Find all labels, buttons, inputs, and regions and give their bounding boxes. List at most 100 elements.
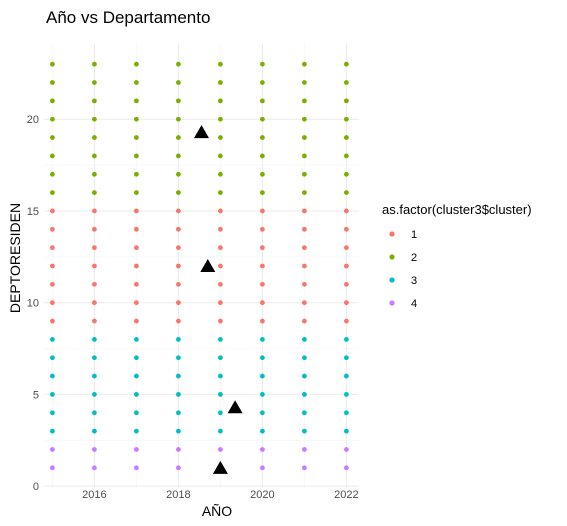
data-point-cluster-1 <box>176 281 181 287</box>
data-point-cluster-3 <box>92 392 97 397</box>
centroid-marker <box>200 259 216 272</box>
data-point-cluster-4 <box>218 447 223 452</box>
data-point-cluster-1 <box>92 226 97 232</box>
data-point-cluster-2 <box>344 116 349 122</box>
data-point-cluster-3 <box>134 336 139 342</box>
data-point-cluster-2 <box>176 153 181 159</box>
data-point-cluster-2 <box>260 190 265 196</box>
data-point-cluster-2 <box>260 171 265 177</box>
data-point-cluster-1 <box>260 245 265 251</box>
data-point-cluster-3 <box>302 410 307 416</box>
data-point-cluster-3 <box>260 392 265 397</box>
chart-title: Año vs Departamento <box>46 8 210 27</box>
data-point-cluster-3 <box>92 410 97 416</box>
data-point-cluster-1 <box>260 281 265 287</box>
data-point-cluster-4 <box>344 465 349 471</box>
data-point-cluster-3 <box>176 428 181 434</box>
data-point-cluster-1 <box>218 245 223 251</box>
data-point-cluster-3 <box>134 373 139 379</box>
data-point-cluster-3 <box>176 373 181 379</box>
data-point-cluster-2 <box>176 80 181 85</box>
data-point-cluster-1 <box>302 226 307 232</box>
data-point-cluster-2 <box>92 153 97 159</box>
data-point-cluster-1 <box>92 208 97 214</box>
data-point-cluster-2 <box>302 98 307 104</box>
data-point-cluster-3 <box>344 355 349 361</box>
y-tick-label: 5 <box>33 389 39 401</box>
data-point-cluster-3 <box>260 336 265 342</box>
data-point-cluster-1 <box>92 281 97 287</box>
data-point-cluster-1 <box>134 226 139 232</box>
data-point-cluster-1 <box>50 318 55 324</box>
data-point-cluster-2 <box>50 153 55 159</box>
data-point-cluster-2 <box>50 80 55 85</box>
data-point-cluster-4 <box>50 465 55 471</box>
data-point-cluster-3 <box>92 428 97 434</box>
legend-key-3 <box>389 277 395 283</box>
data-point-cluster-3 <box>92 355 97 361</box>
data-point-cluster-4 <box>134 465 139 471</box>
data-point-cluster-2 <box>218 80 223 85</box>
data-point-cluster-1 <box>50 263 55 269</box>
data-point-cluster-1 <box>50 281 55 287</box>
data-point-cluster-1 <box>176 300 181 306</box>
data-point-cluster-2 <box>176 98 181 104</box>
data-point-cluster-3 <box>260 355 265 361</box>
data-point-cluster-2 <box>50 98 55 104</box>
x-tick-label: 2022 <box>334 489 358 501</box>
data-point-cluster-3 <box>218 373 223 379</box>
data-point-cluster-3 <box>92 336 97 342</box>
data-point-cluster-2 <box>134 153 139 159</box>
x-axis-title: AÑO <box>202 503 232 519</box>
data-point-cluster-1 <box>344 300 349 306</box>
legend-label-4: 4 <box>411 298 417 310</box>
data-point-cluster-1 <box>218 318 223 324</box>
data-point-cluster-1 <box>176 226 181 232</box>
data-point-cluster-3 <box>344 336 349 342</box>
data-point-cluster-2 <box>302 135 307 140</box>
data-point-cluster-2 <box>344 153 349 159</box>
data-point-cluster-2 <box>344 135 349 140</box>
data-point-cluster-3 <box>260 428 265 434</box>
data-point-cluster-3 <box>344 373 349 379</box>
data-point-cluster-4 <box>92 465 97 471</box>
x-tick-label: 2018 <box>166 489 190 501</box>
data-point-cluster-2 <box>218 116 223 122</box>
data-point-cluster-4 <box>302 465 307 471</box>
centroid-marker <box>194 125 209 139</box>
data-point-cluster-1 <box>134 318 139 324</box>
data-point-cluster-3 <box>260 373 265 379</box>
data-point-cluster-2 <box>176 135 181 140</box>
data-point-cluster-2 <box>302 80 307 85</box>
data-point-cluster-2 <box>50 171 55 177</box>
data-point-cluster-3 <box>218 336 223 342</box>
data-point-cluster-2 <box>260 98 265 104</box>
data-point-cluster-1 <box>344 208 349 214</box>
legend-key-1 <box>389 231 395 237</box>
x-tick-label: 2016 <box>82 489 106 501</box>
y-tick-label: 10 <box>27 298 39 310</box>
data-point-cluster-2 <box>218 135 223 140</box>
data-point-cluster-2 <box>218 153 223 159</box>
y-tick-label: 0 <box>33 481 39 493</box>
data-point-cluster-1 <box>218 281 223 287</box>
data-point-cluster-3 <box>134 392 139 397</box>
data-point-cluster-2 <box>344 80 349 85</box>
data-point-cluster-2 <box>260 61 265 67</box>
data-point-cluster-1 <box>176 245 181 251</box>
data-point-cluster-3 <box>50 392 55 397</box>
data-point-cluster-1 <box>134 245 139 251</box>
legend: as.factor(cluster3$cluster) 1 2 3 4 <box>382 202 532 310</box>
data-point-cluster-1 <box>92 245 97 251</box>
data-point-cluster-1 <box>92 263 97 269</box>
data-point-cluster-1 <box>176 208 181 214</box>
data-point-cluster-2 <box>302 116 307 122</box>
grid <box>44 44 359 488</box>
data-point-cluster-1 <box>50 300 55 306</box>
data-point-cluster-2 <box>344 190 349 196</box>
data-point-cluster-2 <box>50 135 55 140</box>
data-point-cluster-1 <box>50 245 55 251</box>
data-point-cluster-3 <box>176 410 181 416</box>
data-point-cluster-2 <box>134 98 139 104</box>
data-point-cluster-3 <box>218 355 223 361</box>
